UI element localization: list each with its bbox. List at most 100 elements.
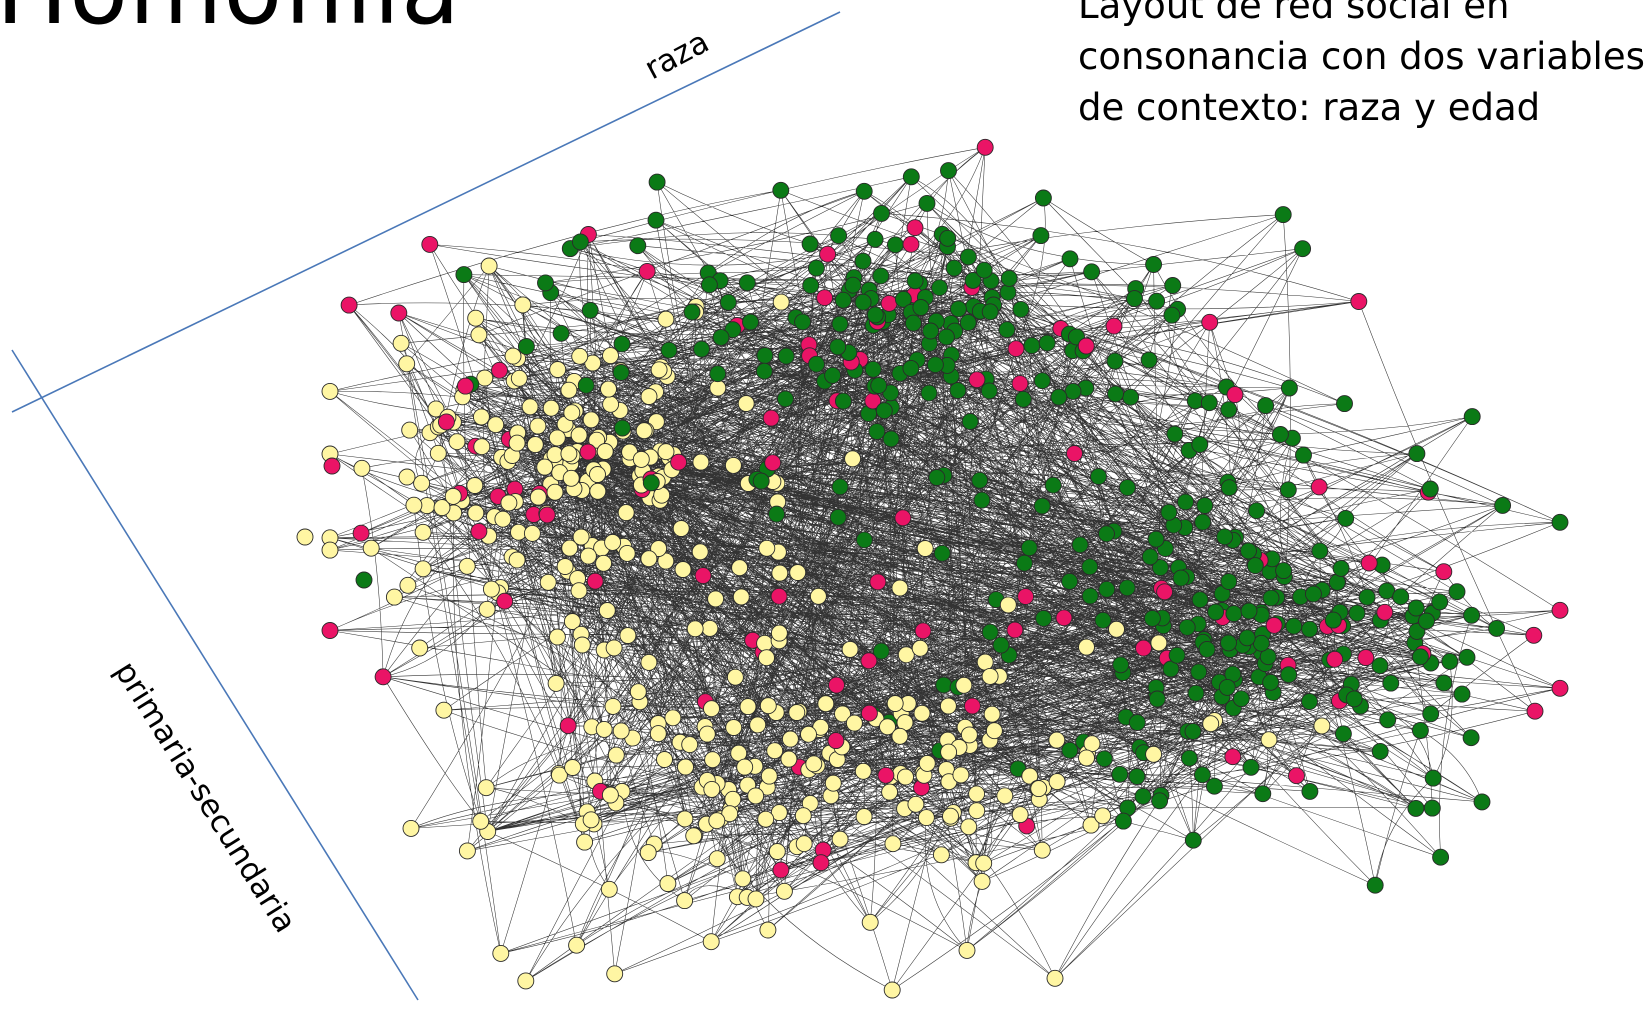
network-node <box>1408 445 1426 463</box>
network-node <box>1061 250 1079 268</box>
network-node <box>650 361 668 379</box>
network-node <box>1078 749 1095 767</box>
network-node <box>629 237 647 255</box>
network-node <box>960 726 978 744</box>
network-node <box>1441 652 1459 670</box>
network-node <box>455 266 473 284</box>
network-node <box>701 619 719 637</box>
network-nodes <box>296 138 1569 999</box>
network-node <box>659 875 677 893</box>
network-node <box>1337 509 1355 527</box>
raza-axis-line <box>11 11 841 413</box>
network-node <box>973 491 991 509</box>
network-node <box>549 361 567 378</box>
network-node <box>414 523 432 541</box>
network-node <box>829 338 847 356</box>
network-node <box>734 870 752 888</box>
network-node <box>508 551 526 569</box>
network-node <box>672 520 690 537</box>
network-node <box>824 774 842 792</box>
network-node <box>496 592 514 610</box>
network-node <box>619 627 637 644</box>
network-node <box>1081 558 1099 576</box>
network-node <box>891 579 909 597</box>
network-node <box>894 290 912 308</box>
network-node <box>1034 189 1052 207</box>
network-node <box>1014 390 1032 408</box>
network-node <box>1422 705 1440 723</box>
network-node <box>855 182 873 200</box>
network-node <box>556 558 574 575</box>
network-node <box>1151 792 1169 810</box>
network-node <box>739 698 757 716</box>
network-node <box>939 229 957 247</box>
network-node <box>808 355 825 373</box>
page-title: Homofilia <box>0 0 461 38</box>
network-node <box>640 388 658 405</box>
network-node <box>538 506 556 524</box>
network-node <box>1220 573 1238 590</box>
network-node <box>640 653 658 671</box>
network-node <box>698 725 716 743</box>
network-node <box>855 808 873 826</box>
network-node <box>942 807 959 825</box>
network-node <box>642 474 660 492</box>
network-node <box>758 539 776 557</box>
network-node <box>1411 721 1429 739</box>
network-node <box>472 408 490 426</box>
network-node <box>918 754 936 772</box>
network-node <box>547 674 565 692</box>
network-node <box>759 921 777 939</box>
network-node <box>595 720 613 738</box>
network-node <box>1194 513 1212 531</box>
network-node <box>1200 394 1218 412</box>
network-node <box>882 430 900 448</box>
network-node <box>564 759 582 776</box>
network-node <box>550 766 568 784</box>
network-node <box>1334 725 1352 743</box>
network-node <box>724 790 742 808</box>
network-node <box>1238 629 1256 647</box>
network-node <box>1148 292 1166 310</box>
network-node <box>703 780 721 798</box>
network-node <box>1007 340 1025 358</box>
network-node <box>612 722 630 740</box>
network-node <box>632 450 650 468</box>
network-node <box>602 347 619 365</box>
network-node <box>1112 656 1130 674</box>
network-node <box>742 313 759 331</box>
network-node <box>880 294 898 312</box>
network-node <box>1260 731 1278 749</box>
network-node <box>816 289 834 307</box>
network-node <box>514 296 532 314</box>
network-node <box>1265 616 1283 634</box>
network-node <box>1048 731 1066 749</box>
network-node <box>981 667 999 685</box>
network-node <box>1172 569 1190 587</box>
network-node <box>758 649 775 667</box>
network-node <box>891 727 909 745</box>
network-node <box>638 262 656 280</box>
network-node <box>795 835 813 853</box>
network-node <box>1011 375 1029 392</box>
network-node <box>1313 717 1331 735</box>
network-node <box>855 531 873 549</box>
network-node <box>983 705 1001 723</box>
network-node <box>1071 536 1089 554</box>
network-node <box>960 818 978 836</box>
network-node <box>788 704 806 721</box>
network-node <box>529 417 547 435</box>
network-node <box>829 508 847 526</box>
network-node <box>772 861 790 879</box>
network-node <box>1050 388 1068 406</box>
caption-line-2: consonancia con dos variables <box>1078 35 1645 78</box>
network-node <box>444 487 462 505</box>
network-node <box>906 219 924 237</box>
network-node <box>918 194 936 212</box>
network-node <box>581 301 599 319</box>
network-node <box>800 725 817 743</box>
network-node <box>1379 711 1397 729</box>
network-node <box>586 572 604 590</box>
network-node <box>1220 634 1237 652</box>
network-node <box>749 716 767 734</box>
